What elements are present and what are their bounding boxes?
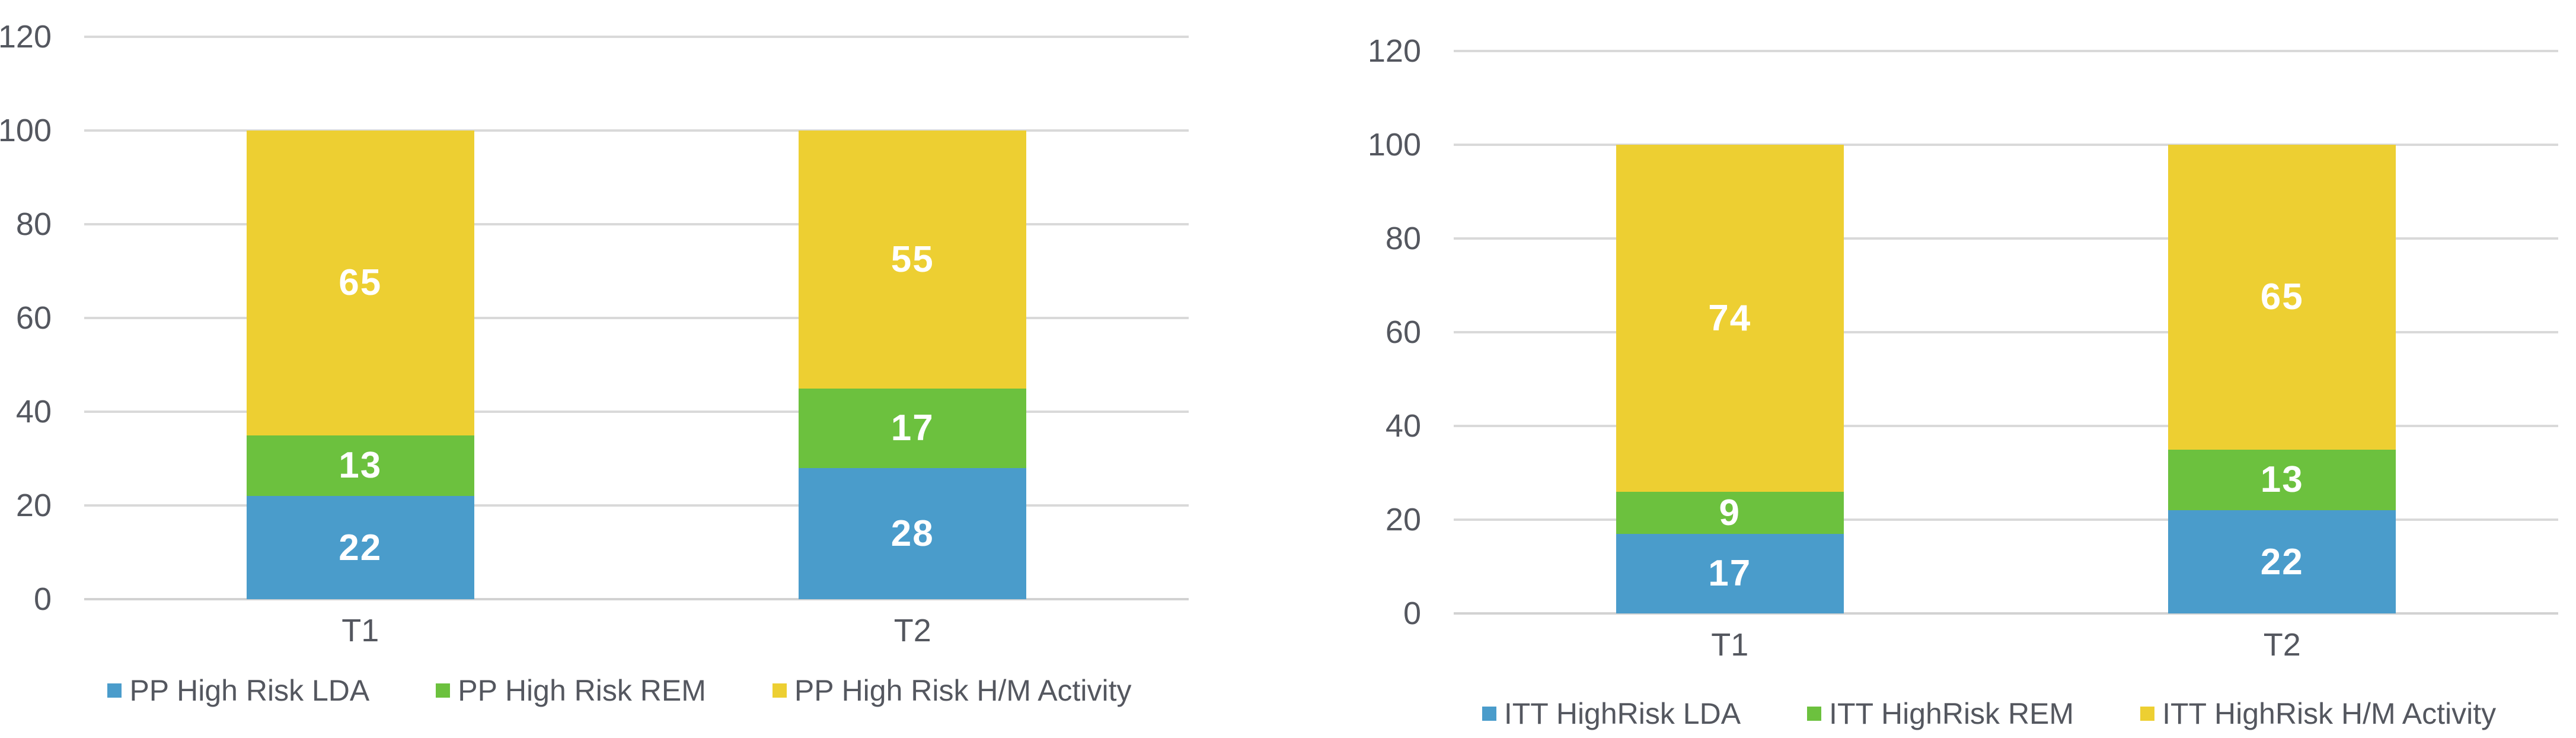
legend-label: ITT HighRisk REM <box>1829 697 2074 730</box>
data-label: 17 <box>1708 553 1752 594</box>
chart-pp-high-risk: 0 20 40 60 80 100 120 22 13 65 T1 28 17 55 T2 PP High … <box>0 0 1239 738</box>
y-tick-label-0: 0 <box>1403 596 1421 631</box>
bar-segment-t2-lda: 22 <box>2168 510 2396 613</box>
data-label: 13 <box>2260 459 2304 501</box>
bar-segment-t2-hm-activity: 55 <box>799 131 1027 389</box>
stacked-bar-t2: 22 13 65 <box>2168 51 2396 613</box>
x-tick-label-t1: T1 <box>1711 627 1749 663</box>
y-tick-label-80: 80 <box>15 206 52 243</box>
legend-marker-icon <box>1807 707 1822 721</box>
y-tick-label-100: 100 <box>0 113 52 148</box>
data-label: 22 <box>339 527 382 568</box>
bar-segment-t2-rem: 13 <box>2168 449 2396 511</box>
bar-segment-t1-rem: 13 <box>246 435 474 497</box>
y-tick-label-60: 60 <box>1385 314 1421 350</box>
gridline-20 <box>84 504 1189 507</box>
bar-segment-t1-lda: 22 <box>246 496 474 599</box>
bar-segment-t2-hm-activity: 65 <box>2168 145 2396 450</box>
y-tick-label-120: 120 <box>1367 33 1421 69</box>
data-label: 28 <box>890 513 934 554</box>
bar-segment-t1-hm-activity: 65 <box>246 131 474 435</box>
chart-itt-highrisk: 0 20 40 60 80 100 120 17 9 74 T1 22 13 65 T2 ITT HighR… <box>1368 14 2576 738</box>
x-tick-label-t2: T2 <box>893 613 931 648</box>
legend-label: PP High Risk REM <box>458 674 706 707</box>
y-tick-label-0: 0 <box>33 581 52 617</box>
x-axis-line <box>84 598 1189 600</box>
legend-item: PP High Risk LDA <box>107 673 369 708</box>
plot-area: 0 20 40 60 80 100 120 22 13 65 T1 28 17 55 T2 <box>0 19 1189 648</box>
legend-label: PP High Risk H/M Activity <box>794 674 1132 707</box>
bar-segment-t2-lda: 28 <box>799 467 1027 599</box>
data-label: 22 <box>2260 541 2304 583</box>
plot-area: 0 20 40 60 80 100 120 17 9 74 T1 22 13 65 T2 <box>1368 33 2558 663</box>
x-tick-label-t2: T2 <box>2263 627 2301 663</box>
bar-segment-t2-rem: 17 <box>799 388 1027 468</box>
legend-marker-icon <box>1482 707 1496 721</box>
gridline-100 <box>1454 144 2558 146</box>
legend-marker-icon <box>107 683 122 698</box>
gridline-120 <box>84 36 1189 38</box>
legend-label: PP High Risk LDA <box>129 674 370 707</box>
data-label: 9 <box>1719 492 1741 533</box>
x-axis-line <box>1454 612 2558 615</box>
x-tick-label-t1: T1 <box>341 613 379 648</box>
gridline-100 <box>84 129 1189 132</box>
data-label: 65 <box>339 262 382 304</box>
data-label: 17 <box>890 408 934 449</box>
legend-label: ITT HighRisk LDA <box>1504 697 1741 730</box>
legend: ITT HighRisk LDA ITT HighRisk REM ITT High… <box>1370 696 2576 731</box>
legend-marker-icon <box>2140 707 2155 721</box>
data-label: 55 <box>890 238 934 280</box>
gridline-80 <box>84 223 1189 226</box>
legend: PP High Risk LDA PP High Risk REM PP High … <box>0 673 1239 708</box>
gridline-40 <box>1454 425 2558 428</box>
legend-item: ITT HighRisk LDA <box>1482 696 1741 731</box>
gridline-60 <box>1454 331 2558 333</box>
bar-segment-t1-hm-activity: 74 <box>1616 145 1844 492</box>
bar-segment-t1-rem: 9 <box>1616 491 1844 534</box>
stacked-bar-t1: 22 13 65 <box>246 37 474 599</box>
y-tick-label-60: 60 <box>15 300 52 336</box>
y-tick-label-100: 100 <box>1367 127 1421 163</box>
y-tick-label-40: 40 <box>1385 408 1421 444</box>
stacked-bar-t2: 28 17 55 <box>799 37 1027 599</box>
legend-item: PP High Risk H/M Activity <box>772 673 1132 708</box>
legend-label: ITT HighRisk H/M Activity <box>2162 697 2497 730</box>
stacked-bar-t1: 17 9 74 <box>1616 51 1844 613</box>
bar-segment-t1-lda: 17 <box>1616 533 1844 613</box>
y-tick-label-20: 20 <box>1385 502 1421 538</box>
y-tick-label-120: 120 <box>0 19 52 55</box>
legend-item: ITT HighRisk REM <box>1807 696 2074 731</box>
data-label: 13 <box>339 445 382 486</box>
y-tick-label-20: 20 <box>15 488 52 524</box>
legend-marker-icon <box>436 683 451 698</box>
gridline-60 <box>84 317 1189 319</box>
legend-item: PP High Risk REM <box>436 673 706 708</box>
gridline-40 <box>84 411 1189 413</box>
y-tick-label-80: 80 <box>1385 221 1421 257</box>
legend-item: ITT HighRisk H/M Activity <box>2140 696 2496 731</box>
y-tick-label-40: 40 <box>15 394 52 430</box>
data-label: 65 <box>2260 276 2304 318</box>
gridline-20 <box>1454 518 2558 521</box>
gridline-80 <box>1454 237 2558 240</box>
legend-marker-icon <box>772 683 787 698</box>
data-label: 74 <box>1708 297 1752 339</box>
gridline-120 <box>1454 50 2558 52</box>
